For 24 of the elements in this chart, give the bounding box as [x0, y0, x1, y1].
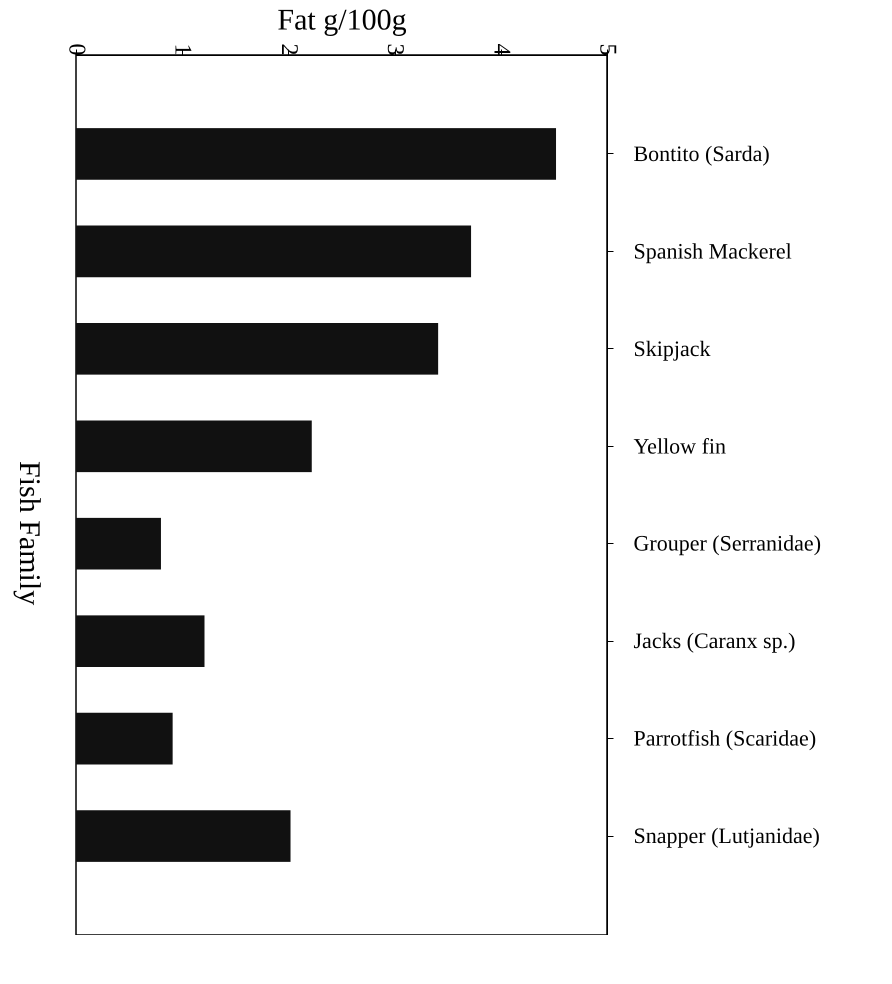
bar — [76, 420, 312, 472]
x-tick-label: 2 — [276, 44, 302, 56]
x-tick-label: 5 — [594, 44, 620, 56]
x-tick-label: 4 — [488, 44, 514, 56]
y-tick-label: Jacks (Caranx sp.) — [634, 628, 796, 654]
y-tick-label: Parrotfish (Scaridae) — [634, 726, 816, 751]
bar — [76, 226, 472, 278]
y-tick-label: Yellow fin — [634, 433, 726, 458]
y-axis-title: Fish Family — [12, 460, 47, 608]
y-tick-label: Spanish Mackerel — [634, 238, 792, 264]
bar — [76, 128, 556, 180]
y-tick-label: Skipjack — [634, 336, 710, 361]
bar — [76, 712, 173, 764]
bar — [76, 518, 161, 570]
bar — [76, 322, 438, 375]
y-tick-label: Snapper (Lutjanidae) — [634, 823, 820, 848]
x-tick-label: 3 — [382, 44, 408, 56]
x-axis-title: Fat g/100g — [277, 4, 407, 36]
y-tick-label: Bontito (Sarda) — [634, 140, 770, 166]
bar — [76, 615, 204, 668]
y-tick-label: Grouper (Serranidae) — [634, 530, 822, 556]
x-tick-label: 0 — [64, 44, 90, 56]
x-tick-label: 1 — [170, 44, 196, 56]
bar — [76, 810, 291, 862]
